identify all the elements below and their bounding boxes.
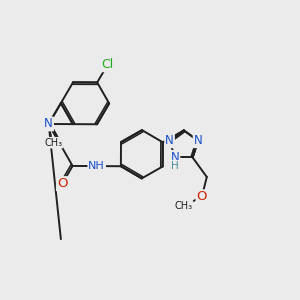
Text: N: N — [171, 151, 179, 164]
Text: N: N — [44, 118, 53, 130]
Text: N: N — [194, 134, 203, 147]
Text: O: O — [57, 177, 68, 190]
Text: O: O — [196, 190, 207, 203]
Text: N: N — [165, 134, 174, 147]
Text: Cl: Cl — [101, 58, 114, 71]
Text: H: H — [171, 161, 179, 171]
Text: CH₃: CH₃ — [44, 138, 62, 148]
Text: CH₃: CH₃ — [174, 201, 193, 211]
Text: NH: NH — [88, 161, 105, 171]
